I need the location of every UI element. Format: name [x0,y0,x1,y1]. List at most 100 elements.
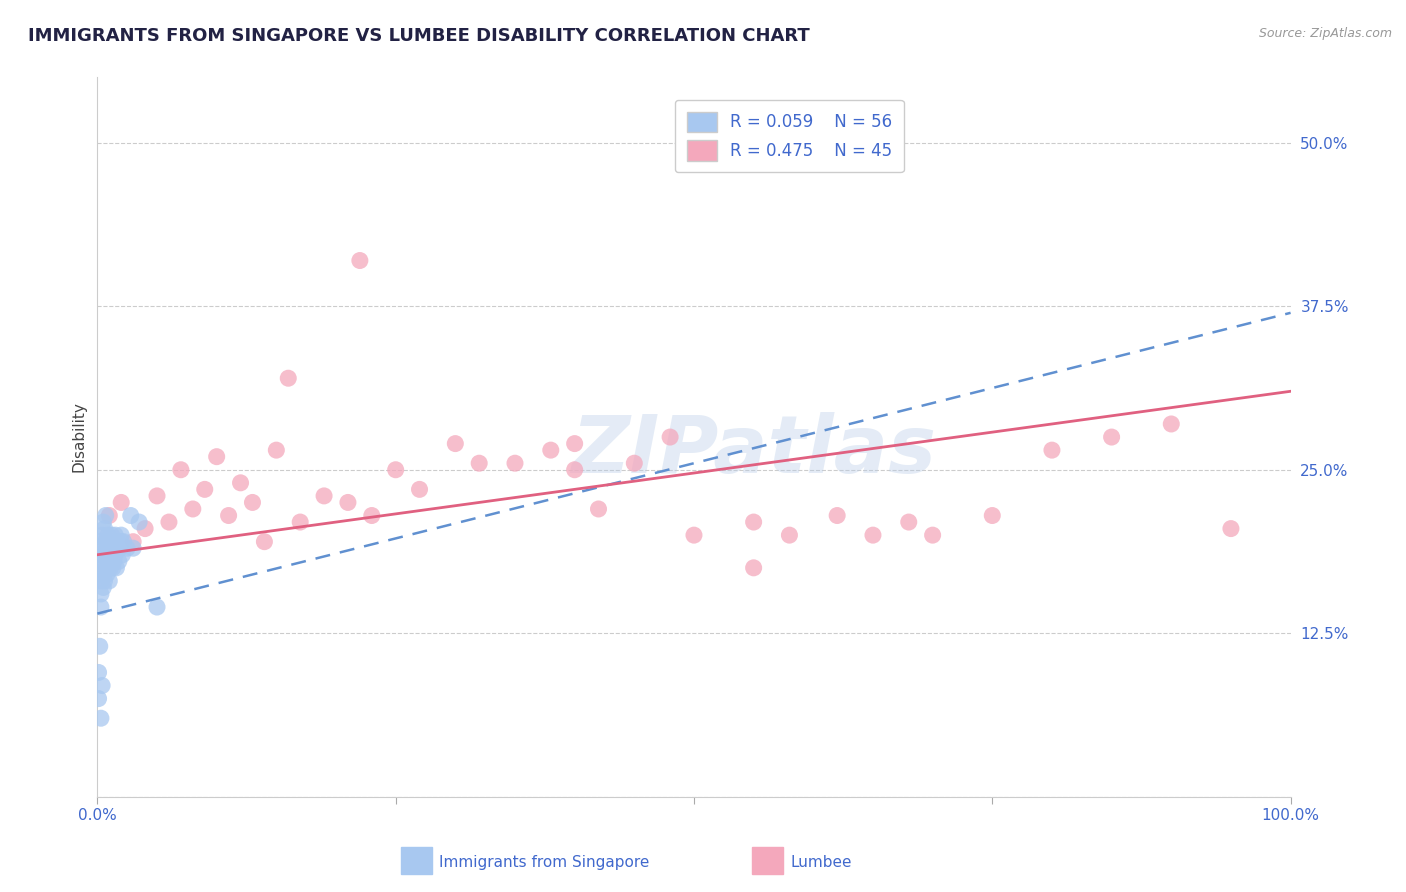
Point [97,561,120,575]
Point [1040,443,1063,458]
Point [146,600,169,615]
Point [157,515,180,529]
Point [194,483,217,497]
Point [93,548,115,562]
Point [94,561,117,575]
Point [97,528,120,542]
Point [242,495,264,509]
Point [89,561,111,575]
Point [101,541,124,556]
Point [87,665,110,680]
Point [218,508,240,523]
Point [146,489,169,503]
Point [89,534,111,549]
Point [1101,430,1123,444]
Point [360,508,382,523]
Point [103,534,125,549]
Point [97,548,120,562]
Point [312,489,335,503]
Point [101,561,124,575]
Point [564,463,586,477]
Point [564,436,586,450]
Point [742,561,765,575]
Point [108,541,131,556]
Point [897,515,920,529]
Point [90,587,112,601]
Point [111,548,134,562]
Point [100,528,122,542]
Point [778,528,800,542]
Point [290,515,312,529]
Text: Immigrants from Singapore: Immigrants from Singapore [439,855,650,870]
Point [503,456,526,470]
Text: IMMIGRANTS FROM SINGAPORE VS LUMBEE DISABILITY CORRELATION CHART: IMMIGRANTS FROM SINGAPORE VS LUMBEE DISA… [28,27,810,45]
Point [90,711,112,725]
Point [91,581,114,595]
Point [110,534,132,549]
Point [659,430,682,444]
Point [981,508,1004,523]
Point [825,508,848,523]
Point [105,534,128,549]
Point [87,691,110,706]
Y-axis label: Disability: Disability [72,401,86,473]
Point [384,463,406,477]
Point [122,534,145,549]
Point [94,534,117,549]
Point [181,502,204,516]
Point [91,554,114,568]
Point [1219,522,1241,536]
Point [96,567,118,582]
Point [91,515,114,529]
Point [408,483,430,497]
Point [100,548,122,562]
Point [921,528,943,542]
Point [122,541,145,556]
Point [120,508,142,523]
Point [91,679,114,693]
Legend: R = 0.059    N = 56, R = 0.475    N = 45: R = 0.059 N = 56, R = 0.475 N = 45 [675,100,904,172]
Point [134,522,156,536]
Point [110,495,132,509]
Point [89,640,111,654]
Point [128,515,150,529]
Text: Lumbee: Lumbee [790,855,852,870]
Point [115,541,138,556]
Point [98,541,121,556]
Point [444,436,467,450]
Point [90,600,112,615]
Point [107,534,129,549]
Point [277,371,299,385]
Point [468,456,491,470]
Point [862,528,884,542]
Point [91,528,114,542]
Point [205,450,228,464]
Point [229,475,252,490]
Point [104,548,127,562]
Point [90,574,112,588]
Point [87,548,110,562]
Point [623,456,645,470]
Point [100,561,122,575]
Point [108,541,131,556]
Point [683,528,706,542]
Point [103,554,125,568]
Point [540,443,562,458]
Text: Source: ZipAtlas.com: Source: ZipAtlas.com [1258,27,1392,40]
Point [98,508,121,523]
Point [266,443,288,458]
Point [112,534,135,549]
Point [91,541,114,556]
Point [170,463,193,477]
Point [253,534,276,549]
Point [91,567,114,582]
Point [100,534,122,549]
Point [110,528,132,542]
Text: ZIPatlas: ZIPatlas [571,412,936,491]
Point [108,554,131,568]
Point [98,554,121,568]
Point [93,574,115,588]
Point [349,253,371,268]
Point [104,528,127,542]
Point [588,502,610,516]
